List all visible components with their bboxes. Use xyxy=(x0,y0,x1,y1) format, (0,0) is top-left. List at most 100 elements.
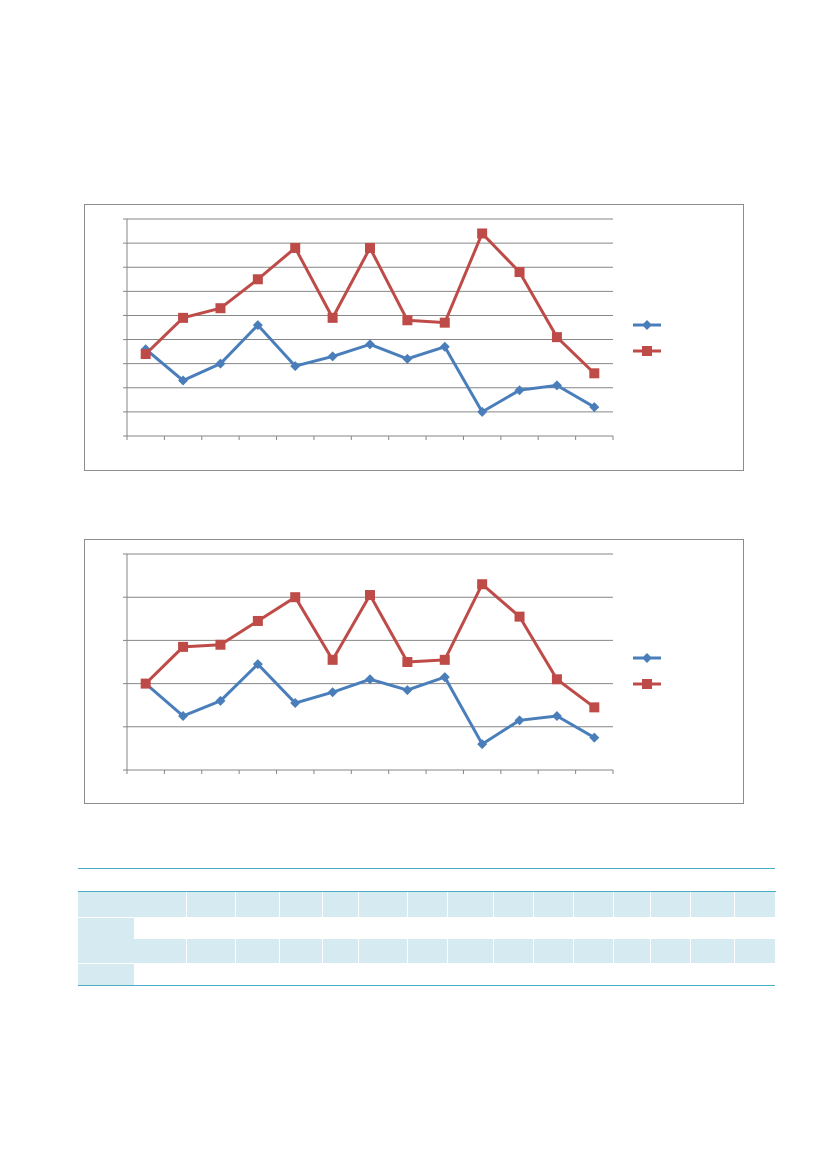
table-row xyxy=(78,917,775,939)
table-cell xyxy=(613,917,650,939)
chart-1-series-2-point xyxy=(327,312,338,323)
table-cell xyxy=(573,868,613,892)
chart-1-series-2-point xyxy=(290,242,301,253)
chart-2-series-1-point xyxy=(477,739,488,750)
table-cell xyxy=(134,917,186,939)
table-cell xyxy=(322,917,358,939)
chart-1-series-2-point xyxy=(215,303,226,314)
table-cell xyxy=(533,891,574,918)
table-cell xyxy=(279,917,322,939)
chart-2-series-1-point xyxy=(215,695,226,706)
table-cell xyxy=(358,917,407,939)
data-table xyxy=(78,868,776,986)
chart-2-series-1-point xyxy=(439,672,450,683)
table-cell xyxy=(533,868,573,892)
chart-1-series-2-point xyxy=(252,274,263,285)
table-cell xyxy=(447,917,493,939)
table-cell xyxy=(358,891,408,918)
table-row xyxy=(78,963,775,986)
chart-1-series-1-point xyxy=(327,351,338,362)
chart-1-series-2-point xyxy=(178,312,189,323)
chart-1-series-1-point xyxy=(477,406,488,417)
table-row xyxy=(78,891,776,918)
table-cell xyxy=(573,963,613,986)
chart-2-series-2-point xyxy=(477,579,488,590)
table-cell xyxy=(78,963,134,986)
table-cell xyxy=(447,868,493,892)
table-cell xyxy=(493,963,533,986)
table-cell xyxy=(447,939,494,964)
table-cell xyxy=(235,868,279,892)
chart-2-series-2-point xyxy=(290,592,301,603)
table-cell xyxy=(134,868,186,892)
chart-1 xyxy=(84,204,744,471)
chart-2-series-2-point xyxy=(252,615,263,626)
table-cell xyxy=(279,963,322,986)
chart-2-series-2-point xyxy=(215,639,226,650)
chart-1-series-1-point xyxy=(439,341,450,352)
table-cell xyxy=(533,963,573,986)
table-cell xyxy=(358,939,408,964)
table-cell xyxy=(447,891,494,918)
table-cell xyxy=(533,939,574,964)
chart-2-series-1-point xyxy=(402,685,413,696)
chart-1-legend-marker-1 xyxy=(642,320,652,330)
chart-2-legend-marker-2 xyxy=(642,679,652,689)
chart-2-legend-marker-1 xyxy=(642,653,652,663)
table-cell xyxy=(573,917,613,939)
table-cell xyxy=(407,939,448,964)
table-cell xyxy=(447,963,493,986)
table-cell xyxy=(322,891,359,918)
chart-1-series-2-point xyxy=(402,315,413,326)
table-cell xyxy=(186,963,235,986)
table-cell xyxy=(186,891,236,918)
table-cell xyxy=(407,868,447,892)
table-cell xyxy=(734,917,775,939)
table-cell xyxy=(613,939,651,964)
table-cell xyxy=(78,891,134,918)
chart-1-plot xyxy=(123,218,661,440)
table-cell xyxy=(134,939,187,964)
table-cell xyxy=(407,963,447,986)
table-cell xyxy=(734,891,776,918)
table-cell xyxy=(279,891,323,918)
table-cell xyxy=(407,891,448,918)
table-cell xyxy=(650,917,690,939)
chart-2-series-2-point xyxy=(178,641,189,652)
table-cell xyxy=(650,963,690,986)
table-cell xyxy=(279,868,322,892)
chart-2-series-2-point xyxy=(365,590,375,601)
chart-2 xyxy=(84,539,744,804)
table-cell xyxy=(78,939,134,964)
table-cell xyxy=(734,963,775,986)
chart-2-series-1-point xyxy=(178,711,189,721)
chart-2-series-2-point xyxy=(551,674,562,685)
table-cell xyxy=(533,917,573,939)
table-cell xyxy=(690,868,734,892)
table-cell xyxy=(613,868,650,892)
chart-2-series-2-point xyxy=(402,657,413,667)
table-cell xyxy=(690,917,734,939)
table-cell xyxy=(186,939,236,964)
chart-2-series-2-point xyxy=(589,702,600,713)
table-cell xyxy=(690,891,735,918)
chart-1-series-1-point xyxy=(514,385,525,396)
table-cell xyxy=(322,939,359,964)
chart-1-series-2-point xyxy=(551,332,562,343)
table-cell xyxy=(573,891,614,918)
chart-2-series-1-point xyxy=(514,715,525,726)
chart-1-series-2-point xyxy=(140,349,151,360)
table-cell xyxy=(613,963,650,986)
chart-1-series-1-line xyxy=(144,323,596,414)
chart-2-series-1-point xyxy=(327,687,338,698)
chart-1-series-1-point xyxy=(252,320,263,331)
chart-2-series-2-line xyxy=(144,582,596,709)
table-cell xyxy=(734,939,776,964)
table-row xyxy=(78,939,776,964)
chart-2-plot xyxy=(123,553,661,774)
table-cell xyxy=(322,868,358,892)
table-cell xyxy=(690,963,734,986)
chart-2-series-2-point xyxy=(140,678,151,689)
table-cell xyxy=(690,939,735,964)
chart-1-series-1-point xyxy=(551,380,562,391)
